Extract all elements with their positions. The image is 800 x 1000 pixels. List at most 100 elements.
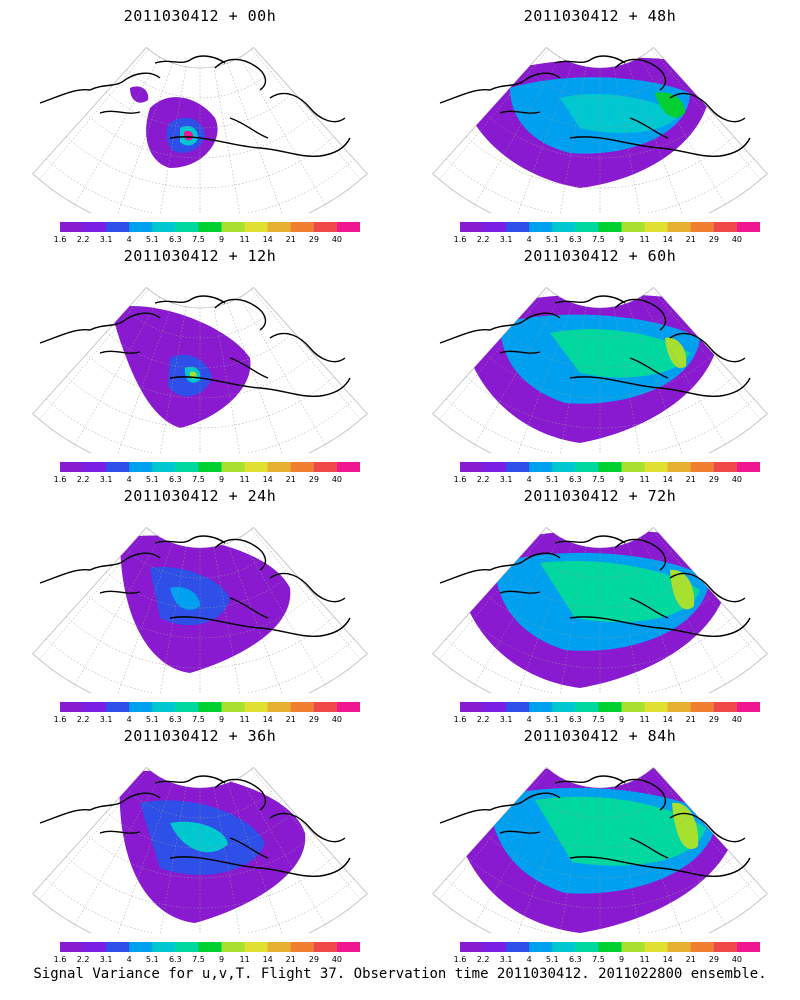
colorbar-swatch [198, 222, 223, 232]
polar-map [32, 526, 368, 693]
meridian-line [439, 289, 549, 420]
meridian-line [474, 57, 561, 205]
parallel-line [106, 571, 294, 609]
polar-map [432, 286, 768, 453]
colorbar-tick-label: 9 [618, 235, 625, 244]
colorbar-tick-label: 11 [239, 235, 250, 244]
meridian-line [39, 289, 149, 420]
variance-contour [550, 329, 690, 378]
coastline [169, 376, 351, 398]
colorbar-tick-label: 1.6 [53, 955, 67, 964]
coastline [39, 552, 161, 584]
colorbar-tick-label: 4 [126, 715, 132, 724]
colorbar-tick-label: 1.6 [53, 235, 67, 244]
colorbar-tick-label: 11 [239, 475, 250, 484]
colorbar-tick-label: 2.2 [476, 715, 490, 724]
colorbar-swatch [290, 462, 315, 472]
colorbar-tick-label: 29 [308, 475, 319, 484]
colorbar-tick-label: 29 [708, 475, 719, 484]
colorbar-tick-label: 29 [708, 235, 719, 244]
coastline [569, 616, 751, 638]
polar-map [32, 286, 368, 453]
colorbar-swatch [713, 942, 738, 952]
meridian-line [227, 783, 283, 933]
colorbar-tick-label: 40 [331, 235, 343, 244]
colorbar-tick-label: 7.5 [192, 475, 205, 484]
colorbar-swatch [313, 942, 338, 952]
parallel-line [66, 136, 334, 189]
colorbar-swatch [221, 702, 246, 712]
colorbar-swatch [175, 462, 199, 472]
coastline [154, 775, 226, 784]
colorbar-tick-label: 3.1 [99, 715, 113, 724]
colorbar-tick-label: 6.3 [169, 475, 182, 484]
colorbar-tick-label: 14 [262, 955, 273, 964]
colorbar-tick-label: 6.3 [569, 955, 582, 964]
colorbar-swatch [83, 702, 107, 712]
colorbar-swatch [106, 222, 130, 232]
colorbar-swatch [267, 222, 292, 232]
parallel-line [106, 91, 294, 129]
coastline [169, 136, 351, 158]
coastline [569, 136, 751, 158]
coastline [554, 295, 626, 304]
colorbar-tick-label: 4 [526, 235, 532, 244]
colorbar-swatch [129, 462, 153, 472]
colorbar-swatch [529, 462, 553, 472]
coastline [39, 312, 161, 344]
colorbar-tick-label: 14 [262, 715, 273, 724]
meridian-line [239, 537, 326, 685]
colorbar-swatch [575, 702, 599, 712]
colorbar-tick-label: 21 [685, 715, 696, 724]
meridian-line [160, 546, 187, 693]
colorbar-tick-label: 40 [731, 715, 743, 724]
panel-title: 2011030412 + 84h [523, 727, 677, 745]
colorbar-swatch [598, 222, 623, 232]
colorbar-tick-label: 7.5 [592, 955, 605, 964]
meridian-line [560, 66, 587, 213]
colorbar-swatch [313, 702, 338, 712]
colorbar-tick-label: 40 [731, 235, 743, 244]
colorbar-tick-label: 1.6 [453, 235, 467, 244]
meridian-line [251, 769, 361, 900]
colorbar-swatch [667, 702, 692, 712]
colorbar-tick-label: 6.3 [569, 235, 582, 244]
colorbar-swatch [336, 702, 360, 712]
colorbar-tick-label: 2.2 [76, 955, 90, 964]
colorbar-swatch [552, 702, 576, 712]
parallel-line [526, 549, 674, 579]
colorbar-tick-label: 6.3 [569, 715, 582, 724]
parallel-line [506, 811, 694, 849]
colorbar-tick-label: 9 [618, 715, 625, 724]
polar-map [432, 766, 768, 933]
colorbar-labels: 1.6 2.2 3.1 4 5.1 6.3 7.5 9 11 14 21 29 40 [454, 235, 760, 245]
meridian-line [74, 537, 161, 685]
colorbar-tick-label: 9 [218, 715, 225, 724]
meridian-line [613, 546, 640, 693]
coastline [154, 535, 226, 544]
meridian-line [627, 303, 683, 453]
panel-24h: 2011030412 + 24h 1.6 2.2 3.1 4 5.1 6.3 7.5 9 11 1… [0, 480, 400, 730]
colorbar-tick-label: 5.1 [145, 235, 159, 244]
colorbar-swatch [736, 222, 760, 232]
figure-caption: Signal Variance for u,v,T. Flight 37. Ob… [33, 966, 767, 982]
colorbar-swatch [736, 462, 760, 472]
colorbar-tick-label: 14 [662, 955, 673, 964]
colorbar-swatch [244, 702, 269, 712]
parallel-line [126, 69, 274, 99]
colorbar-tick-label: 5.1 [545, 955, 559, 964]
colorbar-swatch [483, 462, 507, 472]
parallel-line [486, 594, 714, 639]
colorbar-tick-label: 3.1 [499, 955, 513, 964]
colorbar-tick-label: 1.6 [453, 715, 467, 724]
colorbar-swatch [690, 702, 715, 712]
colorbar-tick-label: 3.1 [499, 235, 513, 244]
coastline [499, 110, 541, 114]
coastline [499, 350, 541, 354]
colorbar-tick-label: 29 [308, 235, 319, 244]
colorbar-swatch [575, 222, 599, 232]
meridian-line [639, 297, 726, 445]
parallel-line [506, 91, 694, 129]
colorbar-tick-label: 9 [218, 475, 225, 484]
